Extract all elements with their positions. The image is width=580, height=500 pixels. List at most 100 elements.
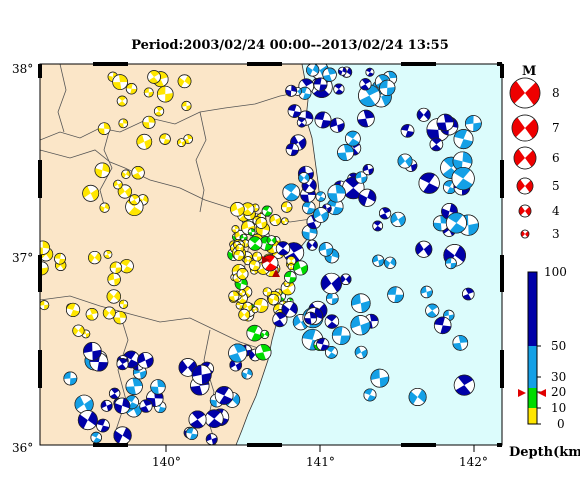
earthquake-mechanism — [261, 205, 273, 217]
earthquake-mechanism — [397, 153, 413, 169]
earthquake-events — [40, 64, 482, 445]
earthquake-mechanism — [296, 117, 307, 128]
earthquake-mechanism — [255, 343, 272, 361]
earthquake-mechanism — [188, 410, 207, 429]
earthquake-mechanism — [150, 379, 166, 395]
earthquake-mechanism — [445, 212, 467, 234]
earthquake-mechanism — [365, 67, 375, 77]
earthquake-mechanism — [351, 293, 371, 313]
earthquake-mechanism — [387, 286, 404, 304]
earthquake-mechanism — [113, 179, 123, 190]
earthquake-mechanism — [247, 228, 256, 236]
earthquake-mechanism — [282, 183, 301, 202]
earthquake-mechanism — [451, 166, 475, 191]
earthquake-mechanism — [100, 399, 113, 412]
earthquake-mechanism — [436, 113, 455, 132]
earthquake-mechanism — [125, 83, 138, 95]
earthquake-mechanism — [228, 290, 240, 302]
depth-tick-30: 30 — [551, 370, 566, 384]
earthquake-mechanism — [266, 235, 277, 246]
earthquake-mechanism — [83, 342, 102, 361]
earthquake-mechanism — [205, 433, 218, 445]
earthquake-mechanism — [241, 368, 253, 380]
lat-label-38: 38° — [12, 62, 33, 76]
earthquake-mechanism — [285, 142, 299, 157]
earthquake-mechanism — [102, 306, 116, 320]
earthquake-mechanism — [85, 308, 99, 321]
earthquake-mechanism — [331, 326, 351, 345]
earthquake-mechanism — [99, 202, 110, 213]
earthquake-mechanism — [418, 172, 440, 194]
earthquake-mechanism — [107, 272, 121, 287]
earthquake-mechanism — [119, 259, 134, 274]
earthquake-mechanism — [313, 77, 328, 92]
earthquake-mechanism — [156, 85, 174, 103]
earthquake-mechanism — [108, 387, 121, 400]
earthquake-mechanism — [65, 302, 81, 317]
earthquake-mechanism — [384, 256, 397, 269]
earthquake-mechanism — [106, 289, 121, 304]
earthquake-mechanism — [340, 273, 352, 286]
magnitude-legend-label: 5 — [552, 179, 560, 193]
earthquake-mechanism — [255, 217, 268, 229]
earthquake-mechanism — [121, 169, 131, 179]
earthquake-mechanism — [269, 214, 282, 226]
earthquake-mechanism — [324, 314, 340, 329]
earthquake-mechanism — [96, 418, 110, 433]
earthquake-mechanism — [314, 111, 332, 129]
earthquake-mechanism — [313, 207, 329, 223]
earthquake-mechanism — [284, 270, 297, 284]
earthquake-mechanism — [315, 191, 326, 202]
frame-ticks — [38, 62, 504, 452]
lon-label-141: 141° — [306, 455, 335, 469]
earthquake-mechanism — [452, 335, 469, 351]
earthquake-mechanism — [358, 84, 381, 107]
earthquake-mechanism — [77, 410, 98, 431]
earthquake-mechanism — [118, 299, 129, 309]
latest-depth-marker-right — [538, 389, 546, 397]
earthquake-mechanism — [272, 312, 288, 328]
earthquake-mechanism — [326, 292, 339, 305]
earthquake-mechanism — [153, 106, 165, 117]
earthquake-mechanism — [287, 104, 302, 118]
earthquake-mechanism — [125, 377, 143, 395]
depth-bar-frame — [527, 271, 538, 425]
earthquake-mechanism — [114, 397, 131, 414]
earthquake-mechanism — [241, 202, 255, 216]
magnitude-legend: M 8 7 6 5 4 3 — [509, 64, 560, 241]
earthquake-mechanism — [285, 84, 298, 97]
earthquake-mechanism — [129, 194, 141, 206]
earthquake-mechanism — [136, 133, 153, 150]
earthquake-mechanism — [362, 164, 374, 176]
lat-label-37: 37° — [12, 251, 33, 265]
earthquake-mechanism — [113, 310, 127, 325]
earthquake-mechanism — [316, 337, 330, 351]
magnitude-legend-symbol — [511, 114, 539, 142]
earthquake-mechanism — [234, 277, 248, 291]
magnitude-legend-label: 4 — [552, 204, 560, 218]
earthquake-mechanism — [262, 287, 272, 297]
earthquake-mechanism — [82, 184, 100, 202]
map-title: Period:2003/02/24 00:00--2013/02/24 13:5… — [131, 38, 449, 53]
earthquake-mechanism — [251, 306, 259, 314]
earthquake-mechanism — [429, 137, 444, 152]
latest-depth-marker-left — [518, 389, 526, 397]
earthquake-mechanism — [453, 374, 475, 396]
lon-label-140: 140° — [152, 455, 181, 469]
depth-legend-title: Depth(km) — [509, 445, 580, 460]
earthquake-mechanism — [185, 427, 199, 440]
earthquake-mechanism — [260, 329, 270, 339]
earthquake-mechanism — [464, 115, 482, 132]
earthquake-mechanism — [103, 250, 113, 259]
earthquake-mechanism — [40, 300, 50, 311]
earthquake-mechanism — [281, 201, 293, 213]
earthquake-mechanism — [267, 293, 280, 306]
earthquake-mechanism — [281, 301, 298, 318]
magnitude-legend-label: 7 — [552, 121, 560, 135]
earthquake-mechanism — [281, 217, 289, 225]
earthquake-mechanism — [293, 260, 309, 276]
magnitude-legend-symbol — [520, 229, 530, 239]
earthquake-mechanism — [116, 95, 128, 107]
earthquake-mechanism — [359, 78, 372, 91]
earthquake-mechanism — [117, 184, 132, 199]
